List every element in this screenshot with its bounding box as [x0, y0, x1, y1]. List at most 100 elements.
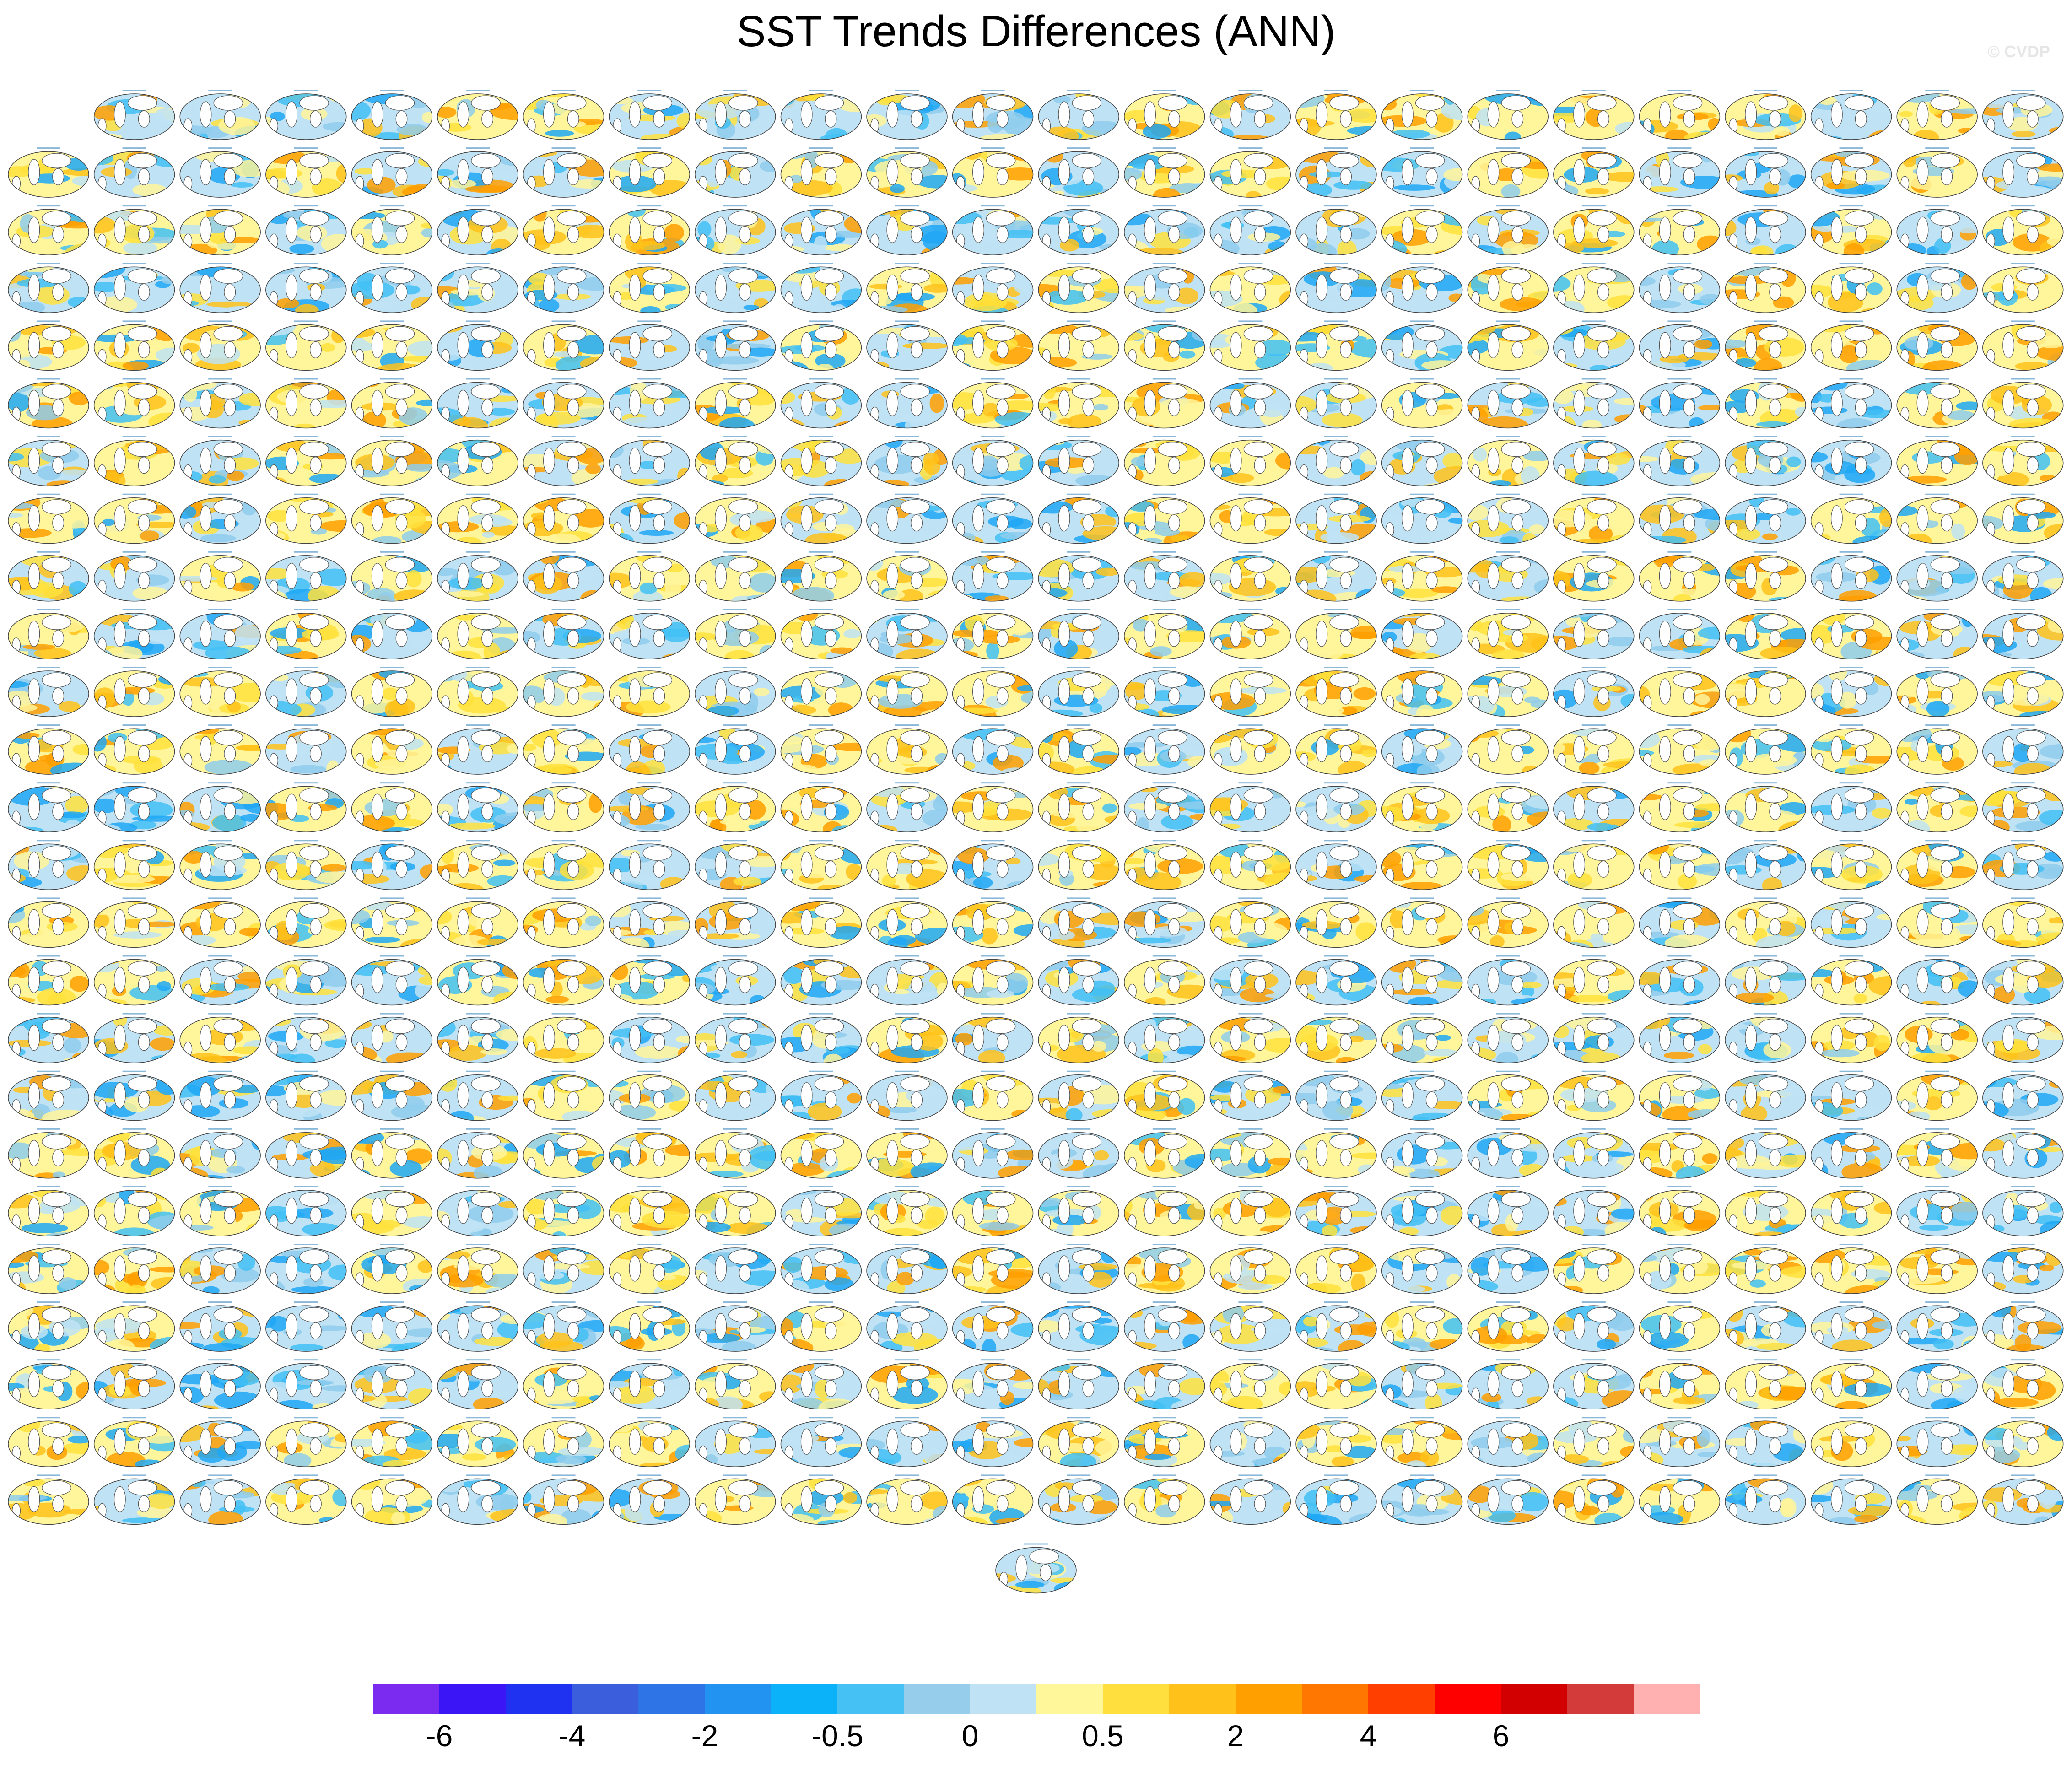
panel-label: [723, 1070, 747, 1072]
map-panel: [437, 493, 518, 544]
map-panel: [695, 551, 776, 602]
map-panel: [1295, 667, 1377, 717]
panel-label: [1152, 1359, 1176, 1361]
map-panel: [351, 551, 433, 602]
panel-label: [380, 1070, 404, 1072]
map-panel: [866, 1474, 948, 1525]
map-panel: [609, 955, 690, 1006]
map-panel: [1209, 724, 1291, 775]
map-panel: [695, 493, 776, 544]
map-panel: [1467, 436, 1549, 486]
map-panel: [609, 1474, 690, 1525]
map-panel: [1725, 1417, 1806, 1468]
panel-label: [1667, 551, 1692, 553]
panel-label: [1581, 320, 1606, 322]
panel-label: [380, 263, 404, 264]
panel-label: [380, 1186, 404, 1187]
map-panel: [1038, 724, 1119, 775]
panel-label: [551, 1474, 576, 1476]
panel-label: [122, 90, 146, 91]
map-panel: [952, 1301, 1034, 1352]
panel-label: [809, 205, 833, 207]
colorbar-tick-label: 4: [1360, 1719, 1377, 1753]
map-panel: [523, 1417, 604, 1468]
panel-label: [1839, 205, 1863, 207]
map-panel: [179, 436, 261, 486]
panel-label: [294, 147, 318, 149]
panel-label: [122, 1359, 146, 1361]
panel-label: [2011, 1417, 2035, 1419]
colorbar-swatch: [439, 1684, 506, 1714]
panel-label: [37, 147, 60, 149]
map-panel: [1038, 90, 1119, 140]
map-panel: [179, 263, 261, 313]
panel-label: [466, 1013, 490, 1015]
map-panel: [179, 782, 261, 832]
map-panel: [1553, 551, 1635, 602]
panel-label: [1839, 320, 1863, 322]
map-panel: [1467, 1013, 1549, 1063]
map-panel: [1553, 378, 1635, 429]
panel-label: [1667, 1474, 1692, 1476]
map-panel: [1982, 782, 2064, 832]
panel-label: [1496, 320, 1520, 322]
map-panel: [1295, 263, 1377, 313]
colorbar-swatch: [705, 1684, 772, 1714]
panel-label: [380, 551, 404, 553]
panel-label: [1667, 667, 1692, 668]
panel-label: [380, 147, 404, 149]
map-panel: [1553, 1070, 1635, 1121]
panel-label: [1067, 493, 1091, 495]
map-panel: [780, 840, 862, 891]
panel-label: [1410, 1244, 1434, 1245]
map-panel: [1467, 840, 1549, 891]
map-panel: [437, 1128, 518, 1179]
map-panel: [1295, 1244, 1377, 1294]
map-panel: [952, 782, 1034, 832]
map-panel: [437, 1417, 518, 1468]
panel-label: [122, 263, 146, 264]
map-panel: [1896, 1070, 1978, 1121]
panel-label: [551, 724, 576, 726]
map-panel: [1639, 1186, 1721, 1236]
panel-label: [1324, 782, 1348, 784]
map-panel: [8, 955, 89, 1006]
map-panel: [1896, 1128, 1978, 1179]
map-panel: [1639, 1474, 1721, 1525]
panel-label: [1496, 955, 1520, 957]
panel-label: [895, 897, 919, 899]
panel-label: [1067, 609, 1091, 610]
panel-label: [208, 1013, 232, 1015]
panel-label: [1581, 840, 1606, 842]
map-panel: [695, 436, 776, 486]
panel-label: [1581, 436, 1606, 437]
map-panel: [351, 205, 433, 255]
map-panel: [265, 1417, 347, 1468]
panel-label: [122, 436, 146, 437]
panel-label: [1839, 1186, 1863, 1187]
map-panel: [1896, 724, 1978, 775]
map-panel: [265, 1013, 347, 1063]
panel-label: [294, 667, 318, 668]
map-panel: [780, 1359, 862, 1409]
map-panel: [1467, 493, 1549, 544]
map-panel: [1639, 1128, 1721, 1179]
map-panel: [780, 667, 862, 717]
map-panel: [1982, 90, 2064, 140]
colorbar-swatch: [506, 1684, 572, 1714]
panel-label: [1925, 1359, 1949, 1361]
panel-label: [723, 1128, 747, 1130]
panel-label: [1667, 1186, 1692, 1187]
map-panel: [1381, 1244, 1463, 1294]
panel-label: [1238, 1186, 1263, 1187]
map-panel: [265, 1186, 347, 1236]
map-panel: [351, 1186, 433, 1236]
map-panel: [1381, 609, 1463, 659]
map-panel: [1124, 378, 1205, 429]
map-panel: [437, 840, 518, 891]
map-panel: [1553, 1474, 1635, 1525]
panel-label: [1152, 1244, 1176, 1245]
panel-label: [637, 320, 662, 322]
map-panel: [351, 320, 433, 371]
map-panel: [866, 263, 948, 313]
